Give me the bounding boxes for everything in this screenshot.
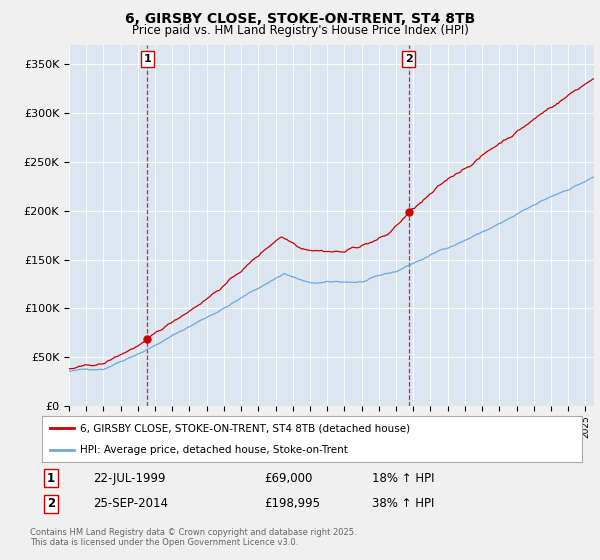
- Text: Price paid vs. HM Land Registry's House Price Index (HPI): Price paid vs. HM Land Registry's House …: [131, 24, 469, 36]
- Text: 1: 1: [47, 472, 55, 484]
- Text: HPI: Average price, detached house, Stoke-on-Trent: HPI: Average price, detached house, Stok…: [80, 445, 347, 455]
- Text: 38% ↑ HPI: 38% ↑ HPI: [372, 497, 434, 510]
- Text: £198,995: £198,995: [264, 497, 320, 510]
- Text: 1: 1: [143, 54, 151, 64]
- Text: 2: 2: [405, 54, 412, 64]
- Text: 25-SEP-2014: 25-SEP-2014: [93, 497, 168, 510]
- Text: 6, GIRSBY CLOSE, STOKE-ON-TRENT, ST4 8TB (detached house): 6, GIRSBY CLOSE, STOKE-ON-TRENT, ST4 8TB…: [80, 423, 410, 433]
- Text: 18% ↑ HPI: 18% ↑ HPI: [372, 472, 434, 484]
- Text: £69,000: £69,000: [264, 472, 313, 484]
- Text: 6, GIRSBY CLOSE, STOKE-ON-TRENT, ST4 8TB: 6, GIRSBY CLOSE, STOKE-ON-TRENT, ST4 8TB: [125, 12, 475, 26]
- Text: Contains HM Land Registry data © Crown copyright and database right 2025.
This d: Contains HM Land Registry data © Crown c…: [30, 528, 356, 547]
- Text: 22-JUL-1999: 22-JUL-1999: [93, 472, 166, 484]
- Text: 2: 2: [47, 497, 55, 510]
